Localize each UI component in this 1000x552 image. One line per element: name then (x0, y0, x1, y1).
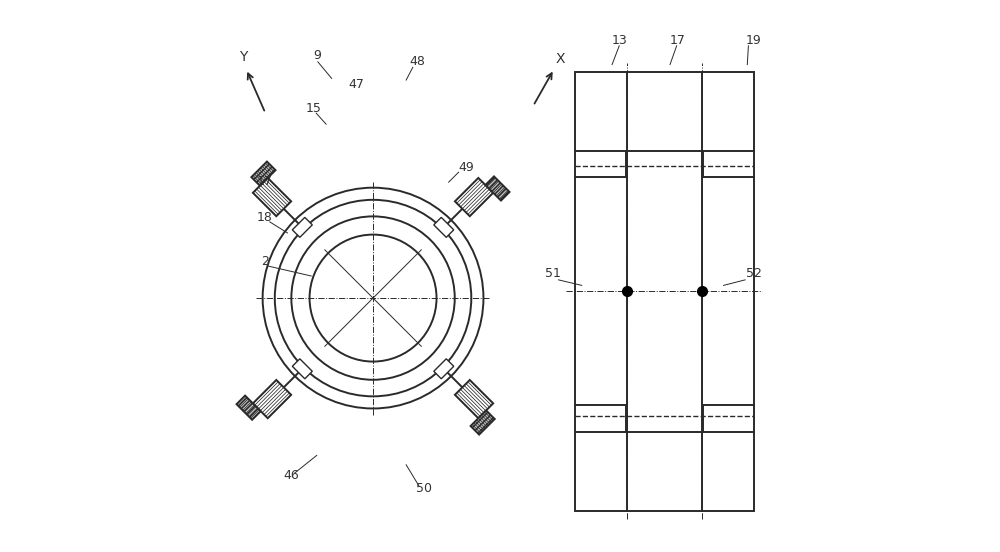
Bar (575, 72, 754, 511)
Polygon shape (485, 177, 510, 200)
Text: X: X (555, 52, 565, 66)
Text: 49: 49 (459, 161, 474, 174)
Text: 48: 48 (409, 55, 425, 68)
Text: Y: Y (239, 50, 248, 63)
Polygon shape (292, 217, 312, 237)
Text: 2: 2 (262, 255, 269, 268)
Polygon shape (471, 411, 495, 434)
Polygon shape (251, 162, 276, 185)
Text: 17: 17 (257, 175, 273, 188)
Text: 51: 51 (545, 267, 561, 280)
Text: 50: 50 (416, 482, 432, 495)
Polygon shape (292, 359, 312, 379)
Text: 47: 47 (349, 78, 365, 91)
Text: 52: 52 (746, 267, 762, 280)
Polygon shape (455, 178, 493, 216)
Polygon shape (434, 217, 454, 237)
Text: 18: 18 (257, 211, 273, 224)
Polygon shape (434, 359, 454, 379)
Text: 17: 17 (669, 34, 685, 47)
Polygon shape (455, 380, 493, 418)
Text: 9: 9 (313, 49, 321, 62)
Text: 13: 13 (612, 34, 628, 47)
Text: 19: 19 (746, 34, 761, 47)
Text: 15: 15 (306, 102, 322, 114)
Polygon shape (253, 178, 291, 216)
Polygon shape (253, 380, 291, 418)
Text: 46: 46 (284, 469, 299, 482)
Polygon shape (237, 396, 261, 420)
